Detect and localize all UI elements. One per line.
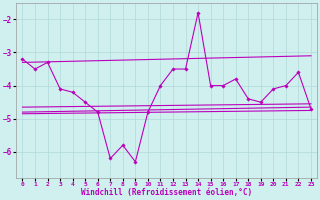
X-axis label: Windchill (Refroidissement éolien,°C): Windchill (Refroidissement éolien,°C) bbox=[81, 188, 252, 197]
